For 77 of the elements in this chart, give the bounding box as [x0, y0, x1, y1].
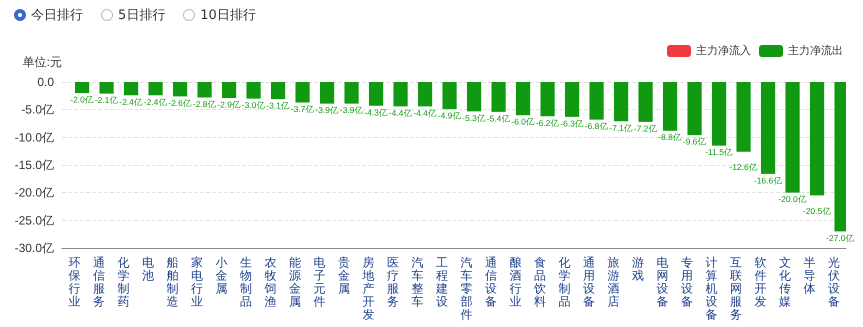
- y-tick-label: -30.0亿: [14, 241, 54, 255]
- y-tick-label: -20.0亿: [14, 186, 54, 200]
- x-tick-label: 农牧饲渔: [263, 256, 276, 308]
- x-tick-label: 房地产开发: [361, 256, 374, 322]
- x-tick-label: 能源金属: [288, 256, 301, 308]
- data-label: -4.4亿: [388, 108, 412, 118]
- x-tick-label: 软件开发: [754, 256, 766, 308]
- text: 今日排行: [31, 7, 83, 24]
- x-tick-label: 旅游酒店: [607, 256, 620, 308]
- y-tick-label: -10.0亿: [14, 130, 54, 144]
- x-tick-label: 游戏: [632, 256, 644, 282]
- data-label: -4.9亿: [438, 110, 462, 121]
- x-tick-label: 医疗服务: [386, 256, 399, 308]
- x-tick-label: 汽车零部件: [460, 256, 472, 322]
- x-tick-label: 化学制品: [558, 256, 570, 308]
- data-label: -2.0亿: [70, 94, 94, 105]
- data-label: -11.5亿: [705, 147, 733, 158]
- x-tick-label: 汽车整车: [411, 256, 424, 308]
- x-tick-label: 电子元件: [313, 256, 326, 308]
- x-tick-label: 食品饮料: [532, 256, 546, 308]
- y-tick-label: 0.0: [37, 75, 54, 89]
- data-label: -3.0亿: [242, 100, 266, 110]
- x-tick-label: 贵金属: [338, 256, 350, 296]
- data-label: -2.4亿: [119, 96, 143, 107]
- legend-label: 主力净流出: [788, 44, 843, 57]
- data-label: -16.6亿: [754, 175, 782, 186]
- y-tick-label: -5.0亿: [21, 102, 54, 117]
- data-label: -4.3亿: [364, 107, 388, 118]
- data-label: -2.1亿: [94, 95, 118, 106]
- x-tick-label: 酿酒行业: [509, 256, 522, 308]
- data-label: -6.3亿: [560, 118, 584, 128]
- x-tick-label: 互联网服务: [730, 256, 742, 322]
- data-label: -20.5亿: [802, 206, 832, 216]
- y-axis-title: 单位:元: [22, 55, 62, 69]
- data-label: -3.9亿: [315, 105, 339, 116]
- data-label: -9.6亿: [682, 136, 706, 147]
- x-tick-label: 生物制品: [240, 256, 252, 308]
- x-tick-label: 家电行业: [190, 256, 203, 308]
- x-tick-label: 通用设备: [582, 256, 595, 308]
- x-tick-label: 光伏设备: [828, 256, 840, 308]
- data-label: -20.0亿: [778, 194, 807, 204]
- data-label: -4.4亿: [413, 108, 437, 118]
- data-label: -3.7亿: [290, 104, 314, 114]
- y-tick-label: -15.0亿: [14, 158, 54, 172]
- x-tick-label: 通信服务: [92, 256, 105, 308]
- data-label: -3.1亿: [266, 100, 290, 111]
- data-label: -5.3亿: [462, 112, 486, 123]
- data-label: -27.0亿: [826, 232, 854, 243]
- legend-label: 主力净流入: [696, 44, 751, 57]
- x-tick-label: 计算机设备: [705, 256, 718, 322]
- data-label: -2.9亿: [217, 100, 241, 110]
- data-label: -7.1亿: [609, 122, 633, 133]
- data-label: -5.4亿: [486, 113, 510, 124]
- x-tick-label: 工程建设: [434, 256, 448, 308]
- x-tick-label: 通信设备: [484, 256, 497, 308]
- x-tick-label: 电池: [142, 256, 154, 282]
- data-label: -2.8亿: [192, 98, 216, 109]
- data-label: -3.9亿: [340, 105, 364, 116]
- data-label: -8.8亿: [658, 132, 682, 142]
- x-tick-label: 小金属: [215, 256, 228, 296]
- data-label: -12.6亿: [729, 162, 758, 172]
- x-tick-label: 船舶制造: [166, 256, 178, 308]
- text: 10日排行: [200, 7, 256, 24]
- data-label: -6.0亿: [511, 116, 535, 127]
- data-label: -7.2亿: [634, 123, 658, 134]
- x-tick-label: 化学制药: [117, 256, 130, 308]
- text: 5日排行: [118, 7, 166, 24]
- x-tick-label: 专用设备: [680, 256, 693, 308]
- x-tick-label: 半导体: [803, 256, 816, 296]
- data-label: -2.4亿: [144, 96, 168, 107]
- data-label: -6.2亿: [536, 118, 560, 128]
- data-label: -2.6亿: [168, 98, 192, 108]
- x-tick-label: 电网设备: [656, 256, 668, 308]
- data-label: -6.8亿: [584, 121, 608, 132]
- y-tick-label: -25.0亿: [14, 213, 54, 228]
- x-tick-label: 环保行业: [68, 256, 80, 308]
- x-tick-label: 文化传媒: [778, 256, 791, 308]
